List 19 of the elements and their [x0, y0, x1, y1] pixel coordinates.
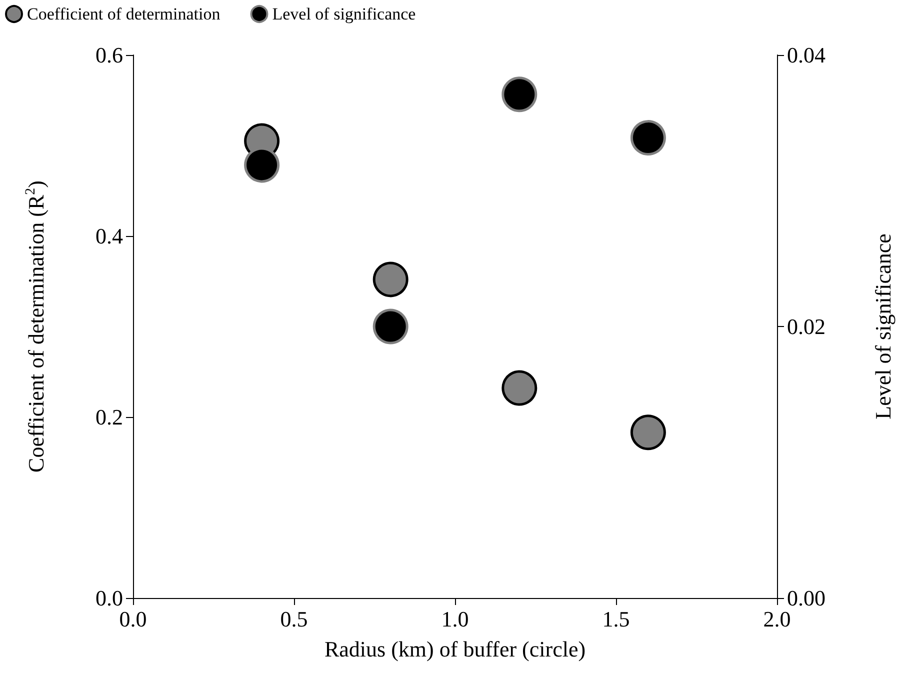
point	[372, 308, 408, 344]
point	[630, 120, 666, 156]
x-tick-label: 0.5	[280, 606, 308, 632]
legend-label: Level of significance	[272, 4, 416, 24]
legend-label: Coefficient of determination	[27, 4, 221, 24]
y2-tick-label: 0.02	[787, 314, 826, 339]
y-tick-label: 0.2	[96, 404, 123, 430]
y-axis-title: Coefficient of determination (R2)	[24, 180, 48, 472]
y-tick-label: 0.6	[96, 42, 123, 68]
x-tick-label: 1.0	[441, 606, 469, 632]
point	[502, 76, 538, 112]
y2-tick-label: 0.04	[787, 42, 826, 68]
point	[502, 370, 538, 406]
y2-axis-title: Level of significance	[870, 234, 896, 420]
x-axis-title: Radius (km) of buffer (circle)	[324, 636, 586, 662]
y-tick-label: 0.4	[96, 224, 123, 248]
point	[372, 262, 408, 298]
point	[630, 414, 666, 450]
x-tick-label: 1.5	[602, 606, 630, 632]
